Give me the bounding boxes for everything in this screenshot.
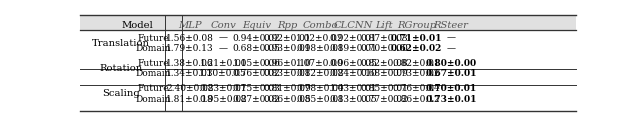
Text: Domain: Domain [136,95,171,104]
Text: 0.82±0.01: 0.82±0.01 [392,59,440,68]
Text: 1.07±0.00: 1.07±0.00 [296,59,344,68]
Text: Translation: Translation [92,39,150,48]
Text: 0.96±0.10: 0.96±0.10 [263,59,310,68]
Text: Future: Future [138,34,169,43]
Text: 0.71±0.01: 0.71±0.01 [390,34,442,43]
Text: 2.40±0.02: 2.40±0.02 [166,84,214,93]
Text: 0.92±0.01: 0.92±0.01 [263,34,310,43]
Text: 0.87±0.03: 0.87±0.03 [360,34,408,43]
Text: 0.84±0.10: 0.84±0.10 [330,69,377,78]
Text: 1.21±0.01: 1.21±0.01 [200,59,247,68]
Text: 0.78±0.04: 0.78±0.04 [296,84,344,93]
Text: 1.03±0.01: 1.03±0.01 [330,84,377,93]
Text: 0.86±0.05: 0.86±0.05 [263,95,311,104]
Text: 1.81±0.18: 1.81±0.18 [166,95,214,104]
Text: —: — [447,34,456,43]
Text: 0.83±0.01: 0.83±0.01 [200,84,247,93]
Text: Future: Future [138,84,169,93]
Text: 0.89±0.01: 0.89±0.01 [330,44,377,53]
Text: Domain: Domain [136,69,171,78]
Text: 0.68±0.05: 0.68±0.05 [232,44,280,53]
Text: 0.67±0.01: 0.67±0.01 [425,69,477,78]
Text: 0.98±0.01: 0.98±0.01 [296,44,344,53]
Text: Rpp: Rpp [276,21,297,30]
Text: RSteer: RSteer [433,21,468,30]
Text: Future: Future [138,59,169,68]
Text: 0.83±0.01: 0.83±0.01 [263,69,310,78]
Text: RGroup: RGroup [397,21,436,30]
Text: 1.34±0.03: 1.34±0.03 [166,69,214,78]
Text: 0.70±0.00: 0.70±0.00 [360,44,408,53]
Text: Rotation: Rotation [99,64,142,73]
Text: Model: Model [121,21,153,30]
Text: 0.87±0.02: 0.87±0.02 [233,95,280,104]
Text: 0.82±0.02: 0.82±0.02 [296,69,344,78]
Text: —: — [219,34,228,43]
Text: 0.83±0.05: 0.83±0.05 [330,95,377,104]
Text: 0.62±0.02: 0.62±0.02 [390,44,442,53]
Text: 1.79±0.13: 1.79±0.13 [166,44,214,53]
Text: 0.94±0.02: 0.94±0.02 [233,34,280,43]
Bar [80,15,576,30]
Text: 0.80±0.00: 0.80±0.00 [426,59,477,68]
Text: —: — [447,44,456,53]
Text: 0.85±0.01: 0.85±0.01 [360,84,408,93]
Text: 0.77±0.02: 0.77±0.02 [360,95,408,104]
Text: 0.82±0.08: 0.82±0.08 [360,59,408,68]
Text: 0.76±0.04: 0.76±0.04 [392,84,440,93]
Text: 0.73±0.01: 0.73±0.01 [425,95,477,104]
Text: 0.93±0.01: 0.93±0.01 [263,44,310,53]
Text: 0.81±0.09: 0.81±0.09 [263,84,310,93]
Text: —: — [219,44,228,53]
Text: 0.96±0.05: 0.96±0.05 [330,59,377,68]
Text: MLP: MLP [179,21,202,30]
Text: 1.56±0.08: 1.56±0.08 [166,34,214,43]
Text: Equiv: Equiv [242,21,271,30]
Text: 0.73±0.02: 0.73±0.02 [392,69,440,78]
Text: 0.95±0.02: 0.95±0.02 [200,95,247,104]
Text: Lift: Lift [375,21,393,30]
Text: Conv: Conv [211,21,236,30]
Text: Domain: Domain [136,44,171,53]
Text: 1.02±0.02: 1.02±0.02 [296,34,344,43]
Text: 1.05±0.06: 1.05±0.06 [232,59,280,68]
Text: 1.10±0.05: 1.10±0.05 [200,69,247,78]
Text: 0.92±0.01: 0.92±0.01 [330,34,377,43]
Text: 0.85±0.01: 0.85±0.01 [296,95,344,104]
Text: 0.76±0.02: 0.76±0.02 [233,69,280,78]
Text: 0.75±0.03: 0.75±0.03 [233,84,280,93]
Text: 1.38±0.06: 1.38±0.06 [166,59,214,68]
Text: 0.68±0.09: 0.68±0.09 [360,69,408,78]
Text: Combo: Combo [302,21,338,30]
Text: Scaling: Scaling [102,89,140,98]
Text: 0.86±0.12: 0.86±0.12 [392,95,440,104]
Text: CLCNN: CLCNN [333,21,373,30]
Text: 0.70±0.01: 0.70±0.01 [426,84,477,93]
